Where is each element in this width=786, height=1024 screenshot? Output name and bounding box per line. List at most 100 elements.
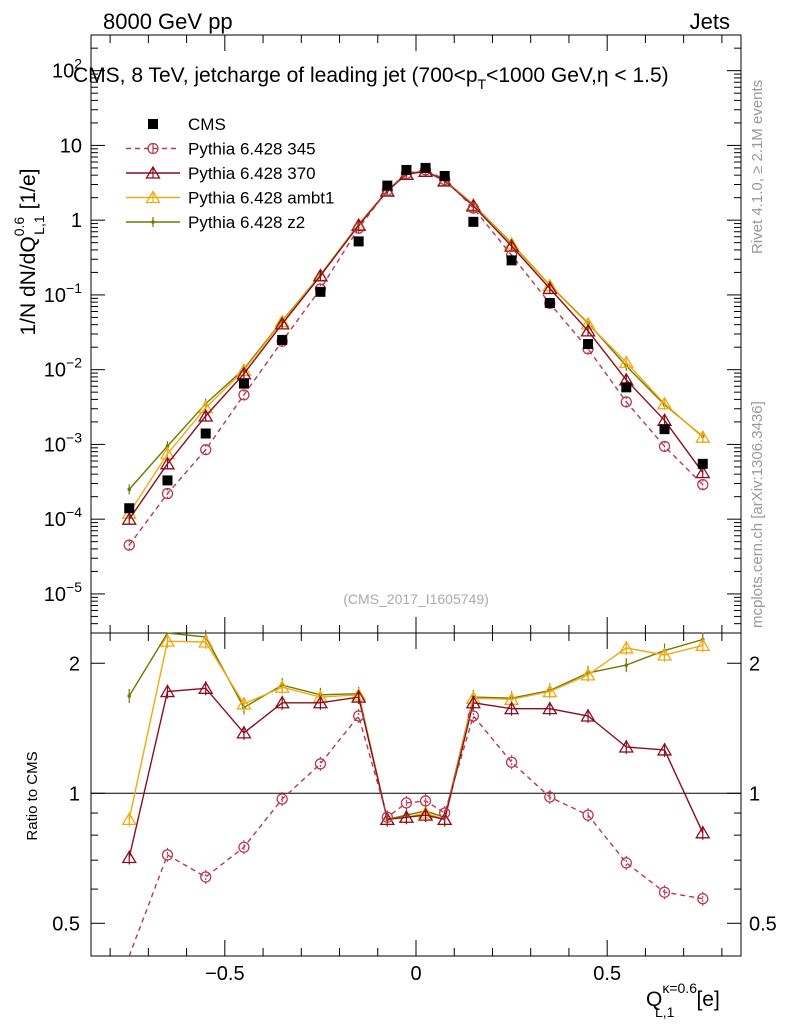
ratio-y-tick-label: 2: [69, 653, 80, 675]
point-p370: [312, 695, 329, 709]
point-p345: [400, 797, 413, 809]
point-ambt1: [618, 355, 634, 369]
main-y-tick-label: 1: [71, 210, 82, 232]
point-p370: [580, 323, 596, 337]
point-p370: [437, 812, 453, 826]
ratio-y-tick-label: 1: [69, 783, 80, 805]
point-ambt1: [198, 634, 214, 648]
point-p345: [544, 791, 556, 803]
point-p370: [542, 701, 558, 715]
point-p370: [503, 701, 520, 715]
point-p345: [505, 756, 518, 768]
point-p370: [618, 739, 634, 753]
point-ambt1: [580, 667, 596, 681]
ratio-x-tick-label: 0.5: [593, 963, 621, 985]
point-z2: [127, 694, 132, 698]
series-line-p370: [128, 687, 704, 858]
ratio-series-group: [121, 630, 711, 957]
process-label: Jets: [690, 9, 730, 34]
point-p370: [379, 812, 395, 826]
point-cms: [315, 286, 326, 297]
main-y-tick-label: 10−2: [44, 355, 82, 382]
point-p345: [467, 202, 480, 214]
point-p345: [697, 478, 709, 491]
point-p370: [398, 809, 415, 823]
point-p345: [200, 871, 212, 883]
legend-label-ambt1: Pythia 6.428 ambt1: [188, 189, 334, 208]
point-ambt1: [236, 696, 252, 710]
point-p345: [238, 389, 250, 401]
point-cms: [621, 382, 632, 393]
point-p345: [658, 440, 671, 453]
point-p345: [161, 487, 174, 500]
main-y-tick-label: 10−5: [44, 579, 82, 606]
point-cms: [420, 162, 431, 173]
legend-label-p370: Pythia 6.428 370: [188, 164, 316, 183]
analysis-id: (CMS_2017_I1605749): [343, 591, 489, 607]
point-p370: [198, 681, 214, 694]
plot-title: CMS, 8 TeV, jetcharge of leading jet (70…: [73, 64, 669, 92]
point-p370: [542, 281, 558, 295]
ratio-y-tick-label-right: 1: [749, 783, 760, 805]
main-y-tick-label: 10−1: [44, 280, 82, 307]
series-line-p370: [128, 170, 704, 520]
legend-marker-ambt1: [145, 190, 161, 204]
point-p345: [658, 886, 671, 898]
point-p345: [352, 710, 365, 722]
point-cms: [238, 378, 249, 389]
series-line-p345: [128, 169, 704, 546]
point-ambt1: [656, 647, 673, 661]
point-p370: [695, 465, 711, 479]
point-p370: [121, 511, 137, 525]
main-y-tick-label: 10: [60, 135, 82, 157]
point-p345: [582, 809, 594, 821]
rivet-label: Rivet 4.1.0, ≥ 2.1M events: [749, 80, 766, 254]
main-y-axis-ticks: 10−5 10−4 10−3 10−2 10−1 1 10 102: [44, 34, 741, 634]
ratio-y-label: Ratio to CMS: [24, 751, 41, 840]
ratio-y-tick-label-right: 0.5: [749, 913, 777, 935]
point-p370: [580, 708, 596, 722]
point-cms: [697, 458, 708, 469]
series-line-z2: [128, 632, 703, 821]
point-p370: [351, 689, 367, 703]
point-p345: [439, 807, 451, 819]
point-cms: [124, 503, 135, 514]
series-z2: [127, 630, 705, 827]
point-p345: [620, 857, 632, 869]
main-y-tick-label: 10−3: [44, 429, 82, 456]
point-cms: [544, 297, 555, 308]
point-p345: [276, 793, 288, 805]
point-p370: [465, 695, 481, 709]
point-p345: [200, 444, 212, 456]
point-p345: [697, 893, 709, 905]
point-p370: [695, 825, 711, 839]
point-cms: [468, 216, 479, 227]
point-cms: [353, 236, 364, 247]
point-cms: [583, 339, 594, 350]
point-ambt1: [656, 396, 673, 410]
legend-marker-cms: [148, 119, 158, 129]
point-p370: [121, 850, 137, 864]
point-p345: [314, 758, 327, 770]
energy-label: 8000 GeV pp: [103, 9, 233, 34]
series-p370: [121, 681, 711, 865]
ratio-y-tick-label: 0.5: [52, 913, 80, 935]
main-y-label: 1/N dN/dQ0.6 L,1[1/e]: [11, 168, 47, 335]
point-p370: [274, 695, 290, 709]
mcplots-label: mcplots.cern.ch [arXiv:1306.3436]: [749, 401, 766, 628]
point-ambt1: [618, 640, 634, 654]
point-ambt1: [274, 679, 290, 693]
point-cms: [659, 424, 670, 435]
point-p370: [312, 268, 329, 282]
point-p370: [417, 807, 434, 821]
point-ambt1: [695, 638, 711, 652]
point-p370: [236, 725, 252, 739]
legend-marker-z2: [151, 220, 155, 224]
point-p345: [352, 222, 365, 234]
series-line-p345: [128, 714, 703, 957]
ratio-x-tick-label: −0.5: [205, 963, 244, 985]
point-cms: [401, 164, 412, 175]
point-cms: [506, 255, 517, 266]
legend-label-cms: CMS: [188, 115, 226, 134]
point-p370: [159, 456, 176, 470]
